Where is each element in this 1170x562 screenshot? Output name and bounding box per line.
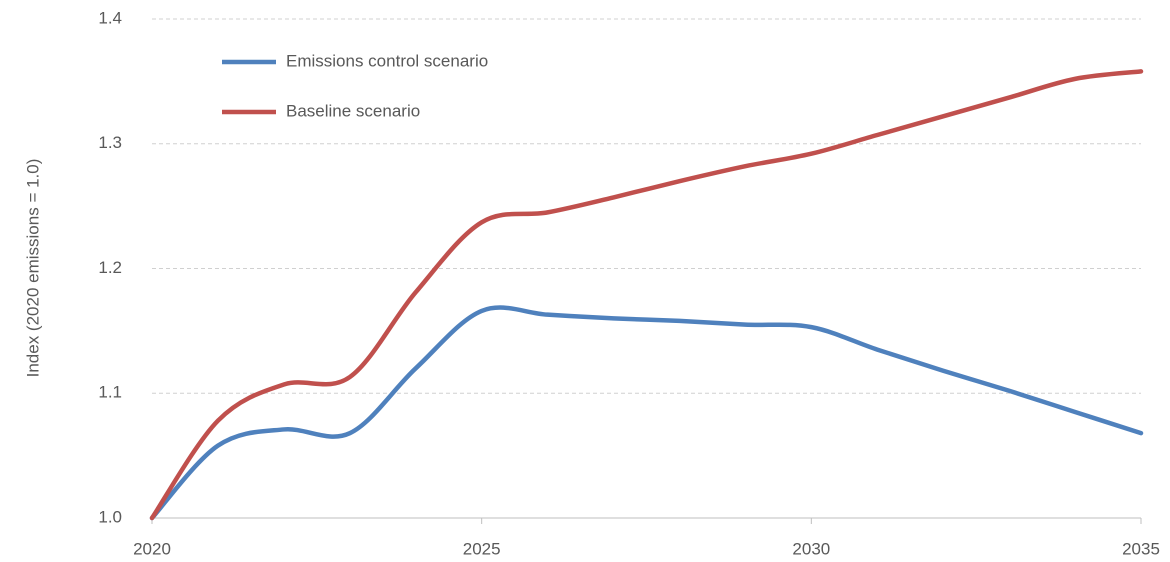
y-tick-label: 1.2 bbox=[98, 258, 122, 277]
legend-label: Baseline scenario bbox=[286, 101, 420, 120]
y-tick-label: 1.3 bbox=[98, 133, 122, 152]
y-tick-label: 1.0 bbox=[98, 507, 122, 526]
series-line bbox=[149, 305, 1144, 521]
y-axis-label: Index (2020 emissions = 1.0) bbox=[23, 159, 42, 378]
x-tick-label: 2030 bbox=[792, 539, 830, 558]
y-tick-label: 1.1 bbox=[98, 383, 122, 402]
series-line bbox=[149, 69, 1144, 521]
legend-label: Emissions control scenario bbox=[286, 51, 488, 70]
x-tick-label: 2025 bbox=[463, 539, 501, 558]
x-tick-label: 2020 bbox=[133, 539, 171, 558]
y-tick-label: 1.4 bbox=[98, 8, 122, 27]
x-tick-label: 2035 bbox=[1122, 539, 1160, 558]
